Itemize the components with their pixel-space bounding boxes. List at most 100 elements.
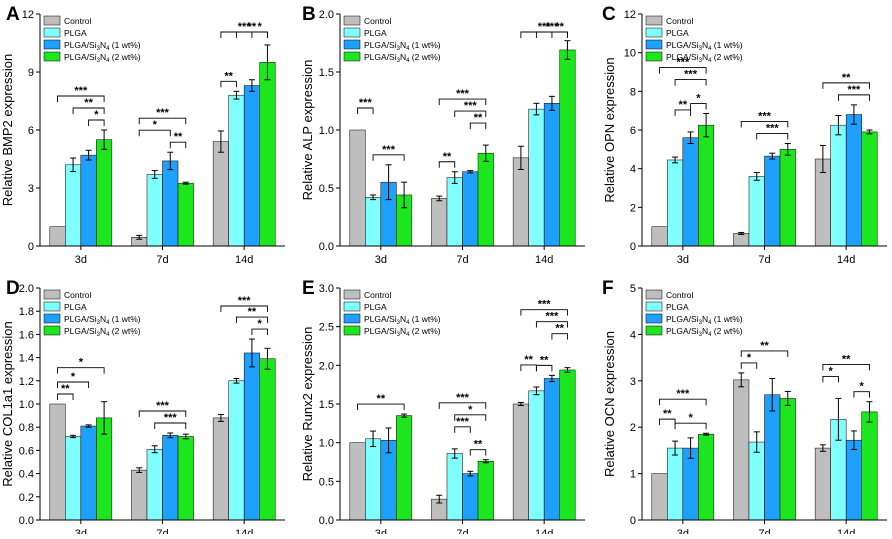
significance-label: ** bbox=[61, 383, 70, 395]
legend-label: PLGA/Si3N4 (2 wt%) bbox=[64, 326, 141, 338]
legend-swatch bbox=[43, 51, 61, 62]
legend-label: PLGA/Si3N4 (2 wt%) bbox=[666, 326, 743, 338]
significance-label: * bbox=[79, 357, 84, 369]
legend-swatch bbox=[645, 15, 663, 26]
y-axis-label: Relative COL1a1 expression bbox=[0, 321, 15, 486]
significance-bracket: ** bbox=[469, 112, 487, 130]
significance-label: *** bbox=[238, 295, 252, 307]
significance-label: ** bbox=[842, 353, 851, 365]
significance-bracket: * bbox=[740, 352, 758, 369]
bar bbox=[861, 131, 878, 247]
panel-C: C Relative OPN expression 0 2 4 6 8 10 12 3d 7d 14d… bbox=[602, 4, 887, 266]
significance-bracket: *** bbox=[837, 84, 870, 101]
bar bbox=[146, 448, 163, 521]
significance-bracket: ** bbox=[235, 306, 268, 324]
legend-label: PLGA/Si3N4 (1 wt%) bbox=[64, 40, 141, 52]
bar bbox=[365, 197, 382, 247]
legend-swatch bbox=[343, 289, 361, 300]
y-tick-label: 5 bbox=[630, 283, 636, 295]
bracket-line bbox=[740, 362, 758, 369]
bracket-line bbox=[551, 31, 568, 38]
significance-label: * bbox=[860, 381, 865, 393]
significance-bracket: ** bbox=[438, 151, 456, 168]
legend-swatch bbox=[43, 39, 61, 50]
legend-label: Control bbox=[666, 290, 694, 300]
significance-bracket: *** bbox=[372, 144, 405, 161]
legend-label: PLGA/Si3N4 (1 wt%) bbox=[64, 314, 141, 326]
x-tick-label: 3d bbox=[677, 528, 689, 534]
significance-bracket: ** bbox=[220, 70, 237, 88]
x-tick-label: 3d bbox=[375, 254, 387, 266]
significance-label: ** bbox=[842, 72, 851, 84]
significance-bracket: *** bbox=[438, 88, 487, 106]
y-tick-label: 3 bbox=[630, 376, 636, 388]
significance-label: * bbox=[258, 318, 263, 330]
y-tick-label: 3.0 bbox=[319, 283, 334, 295]
x-tick-label: 7d bbox=[758, 254, 770, 266]
y-tick-label: 8 bbox=[630, 86, 636, 98]
significance-bracket: ** bbox=[57, 383, 74, 400]
significance-bracket: * bbox=[88, 109, 105, 126]
y-tick-label: 4 bbox=[630, 164, 636, 176]
legend-swatch bbox=[645, 325, 663, 336]
bar bbox=[162, 435, 179, 521]
bar bbox=[651, 226, 668, 247]
bar bbox=[748, 441, 765, 521]
significance-label: *** bbox=[676, 388, 690, 400]
legend-swatch bbox=[343, 27, 361, 38]
significance-bracket: ** bbox=[169, 131, 187, 149]
y-tick-label: 0.0 bbox=[19, 515, 34, 527]
y-tick-label: 9 bbox=[28, 67, 34, 79]
significance-label: ** bbox=[474, 112, 483, 124]
bar bbox=[559, 369, 576, 521]
legend: Control PLGA PLGA/Si3N4 (1 wt%)PLGA/Si3N4 … bbox=[43, 15, 141, 64]
y-tick-label: 1.5 bbox=[319, 67, 334, 79]
panel-letter: B bbox=[302, 4, 316, 25]
significance-label: *** bbox=[456, 416, 470, 428]
bracket-line bbox=[251, 328, 268, 336]
bar bbox=[528, 390, 545, 521]
significance-bracket: ** bbox=[659, 408, 676, 426]
legend-swatch bbox=[43, 27, 61, 38]
y-tick-label: 2 bbox=[630, 422, 636, 434]
significance-label: *** bbox=[74, 85, 88, 97]
significance-bracket: ** bbox=[357, 393, 405, 411]
bracket-line bbox=[138, 117, 187, 125]
significance-label: *** bbox=[156, 400, 170, 412]
x-tick-label: 3d bbox=[75, 528, 87, 534]
significance-bracket: ** bbox=[551, 323, 568, 340]
legend-label: PLGA/Si3N4 (2 wt%) bbox=[364, 52, 441, 64]
significance-bracket: * bbox=[57, 371, 90, 388]
legend-label: Control bbox=[364, 290, 392, 300]
legend-label: PLGA bbox=[364, 302, 387, 312]
y-tick-label: 1.8 bbox=[19, 306, 34, 318]
bar bbox=[228, 380, 245, 521]
panel-letter: D bbox=[6, 278, 20, 299]
x-tick-label: 3d bbox=[375, 528, 387, 534]
significance-bracket: *** bbox=[57, 85, 105, 102]
bar bbox=[65, 164, 82, 247]
legend: Control PLGA PLGA/Si3N4 (1 wt%)PLGA/Si3N4 … bbox=[343, 289, 441, 338]
legend-label: PLGA/Si3N4 (1 wt%) bbox=[364, 40, 441, 52]
bar bbox=[814, 447, 831, 521]
legend-swatch bbox=[645, 301, 663, 312]
significance-label: * bbox=[468, 404, 473, 416]
y-tick-label: 10 bbox=[624, 48, 636, 60]
significance-label: ** bbox=[474, 439, 483, 451]
legend-label: PLGA bbox=[666, 302, 689, 312]
bar bbox=[764, 394, 781, 521]
bar bbox=[131, 469, 148, 521]
significance-label: * bbox=[71, 371, 76, 383]
significance-bracket: *** bbox=[357, 97, 374, 114]
significance-label: *** bbox=[156, 107, 170, 119]
bracket-line bbox=[822, 363, 870, 371]
significance-label: ** bbox=[555, 21, 564, 33]
x-tick-label: 14d bbox=[837, 254, 855, 266]
bar bbox=[259, 62, 276, 247]
legend-swatch bbox=[343, 313, 361, 324]
significance-label: ** bbox=[224, 70, 233, 82]
y-tick-label: 1.0 bbox=[19, 399, 34, 411]
bracket-line bbox=[674, 109, 692, 116]
significance-bracket: * bbox=[690, 93, 707, 110]
